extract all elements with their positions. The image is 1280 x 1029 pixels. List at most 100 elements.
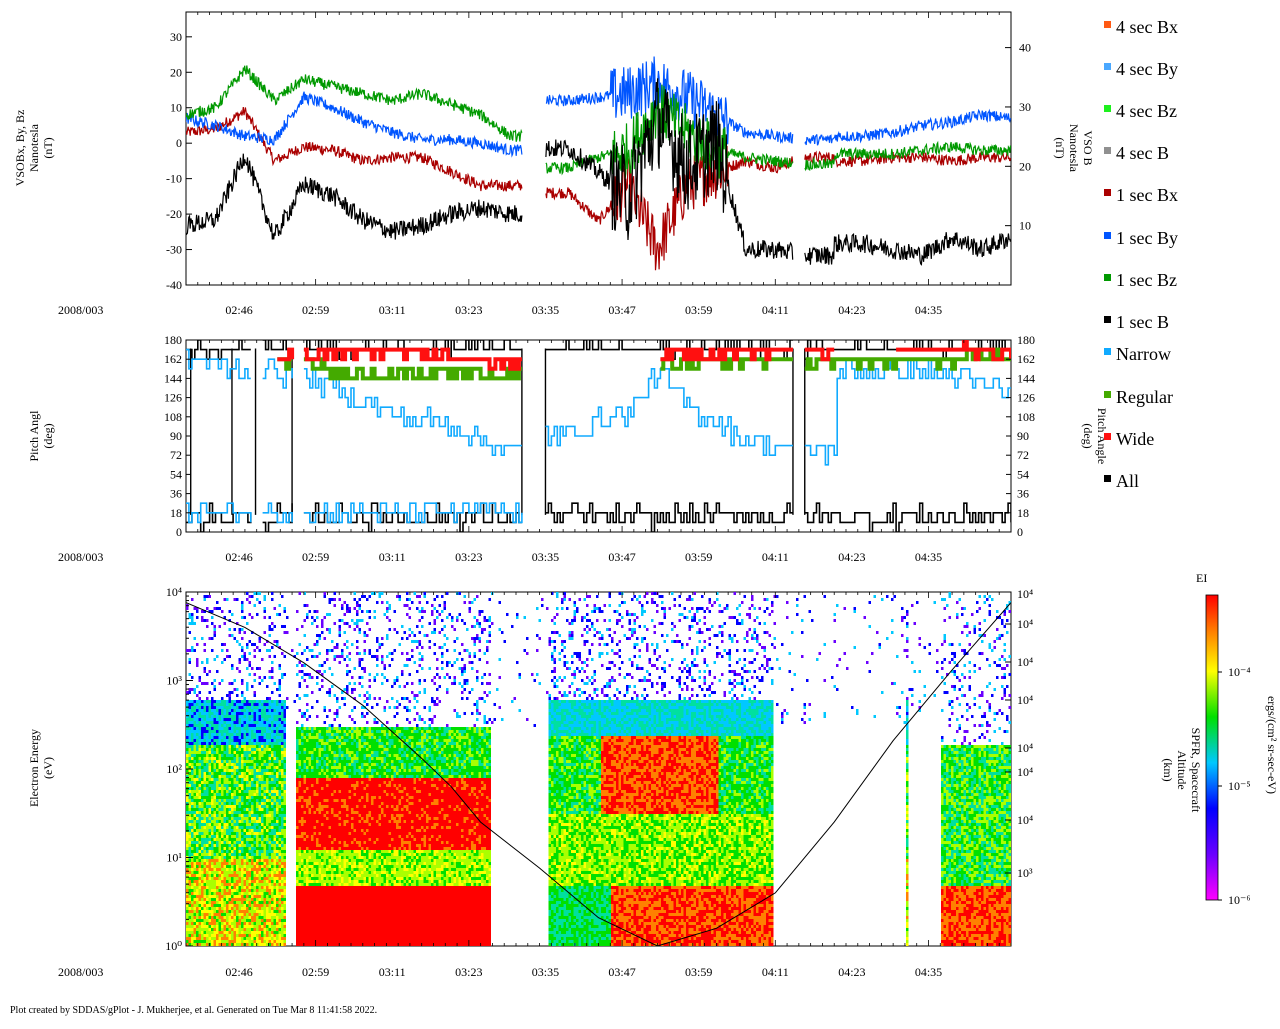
spec-cell [311,733,314,736]
spec-cell [326,889,329,892]
spec-cell [301,814,304,817]
spec-cell [201,853,204,856]
spec-cell [246,868,249,871]
spec-cell [193,790,196,793]
spec-cell [246,718,249,721]
spec-cell [203,862,206,865]
spec-cell [186,727,189,730]
spec-cell [193,607,196,610]
spec-cell [211,814,214,817]
spec-cell [248,808,251,811]
spec-cell [261,817,264,820]
spec-cell [281,775,284,778]
spec-cell [201,796,204,799]
spec-cell [248,613,251,616]
spec-cell [273,883,276,886]
spec-cell [308,730,311,733]
spec-cell [271,871,274,874]
spec-cell [303,835,306,838]
spec-cell [271,676,274,679]
spec-cell [323,904,326,907]
spec-cell [263,844,266,847]
spec-cell [281,763,284,766]
spec-cell [186,880,189,883]
spec-cell [216,775,219,778]
spec-cell [306,739,309,742]
spec-cell [241,778,244,781]
spec-cell [191,829,194,832]
spec-cell [253,826,256,829]
spec-cell [261,838,264,841]
spec-cell [228,769,231,772]
spec-cell [301,859,304,862]
spec-cell [271,907,274,910]
spec-cell [311,799,314,802]
spec-cell [308,880,311,883]
spec-cell [226,802,229,805]
spec-cell [303,736,306,739]
spec-cell [186,757,189,760]
spec-cell [248,703,251,706]
spec-cell [306,658,309,661]
spec-cell [301,889,304,892]
spec-cell [323,787,326,790]
spec-cell [213,763,216,766]
spec-cell [213,877,216,880]
spec-cell [196,802,199,805]
spec-cell [331,751,334,754]
spec-cell [278,829,281,832]
spec-cell [266,808,269,811]
spec-cell [251,940,254,943]
spec-cell [223,922,226,925]
spec-cell [311,763,314,766]
spec-cell [231,865,234,868]
spec-cell [298,802,301,805]
spec-cell [306,751,309,754]
spec-cell [196,664,199,667]
spec-cell [208,889,211,892]
spec-cell [198,931,201,934]
spec-cell [328,943,331,946]
spec-cell [271,598,274,601]
spec-cell [191,616,194,619]
spec-cell [198,862,201,865]
spec-cell [278,739,281,742]
spec-cell [208,778,211,781]
spec-cell [208,805,211,808]
spec-cell [323,769,326,772]
spec-cell [198,691,201,694]
spec-cell [263,940,266,943]
spec-cell [186,736,189,739]
spec-cell [273,913,276,916]
spec-cell [248,724,251,727]
spec-cell [246,844,249,847]
spec-cell [326,862,329,865]
spec-cell [278,904,281,907]
spec-cell [268,856,271,859]
spec-cell [316,820,319,823]
spec-cell [193,742,196,745]
spec-cell [253,694,256,697]
spec-cell [283,850,286,853]
spec-cell [246,883,249,886]
spec-cell [276,877,279,880]
spec-cell [243,703,246,706]
spec-cell [231,847,234,850]
spec-cell [278,925,281,928]
spec-cell [258,835,261,838]
spec-cell [316,937,319,940]
spec-cell [333,598,336,601]
spec-cell [228,781,231,784]
spec-cell [271,835,274,838]
spec-cell [283,892,286,895]
spec-cell [336,889,339,892]
spec-cell [251,901,254,904]
spec-cell [251,823,254,826]
spec-cell [223,919,226,922]
spec-cell [303,925,306,928]
spec-cell [311,919,314,922]
spec-cell [256,853,259,856]
spec-cell [278,757,281,760]
spec-cell [326,778,329,781]
spec-cell [213,847,216,850]
